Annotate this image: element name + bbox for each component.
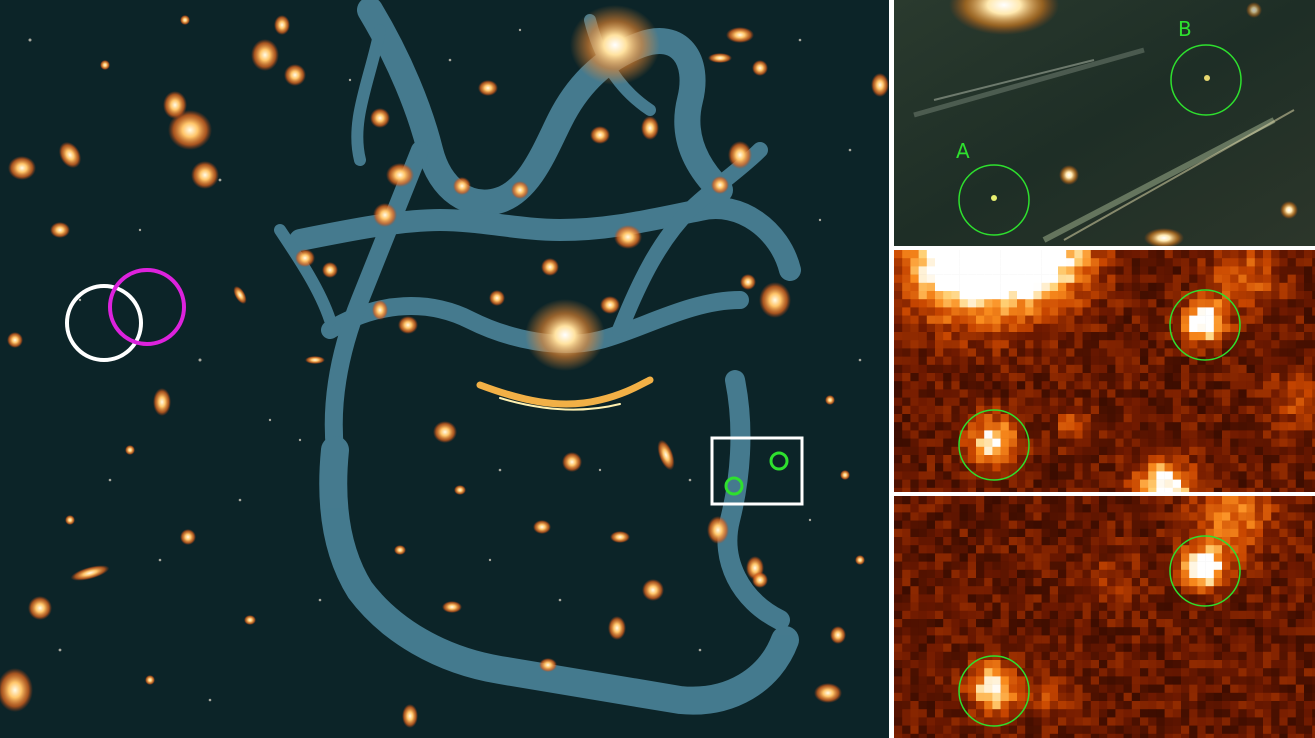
image-b-heatmap-circle (1169, 289, 1241, 361)
white-region-circle (65, 284, 143, 362)
image-a-marker (724, 476, 744, 496)
label-b: B (1178, 17, 1192, 41)
galaxies (0, 5, 889, 728)
image-a-zoom-circle (958, 164, 1030, 236)
cluster-field-image (0, 0, 889, 738)
zoom-region-box (710, 436, 804, 506)
zoom-panel-heatmap-2 (894, 496, 1315, 738)
image-a-heatmap2-circle (958, 655, 1030, 727)
zoom-panel-heatmap-1 (894, 250, 1315, 492)
label-a: A (956, 139, 970, 163)
magenta-region-circle (108, 268, 186, 346)
image-a-heatmap-circle (958, 409, 1030, 481)
image-b-zoom-circle (1170, 44, 1242, 116)
background-specks (28, 28, 862, 702)
critical-curve-overlay (274, 0, 801, 715)
image-b-heatmap2-circle (1169, 535, 1241, 607)
zoom-panel-color: A B (894, 0, 1315, 246)
sky-background (0, 0, 889, 738)
image-b-marker (769, 451, 789, 471)
giant-lensed-arc (476, 376, 654, 408)
